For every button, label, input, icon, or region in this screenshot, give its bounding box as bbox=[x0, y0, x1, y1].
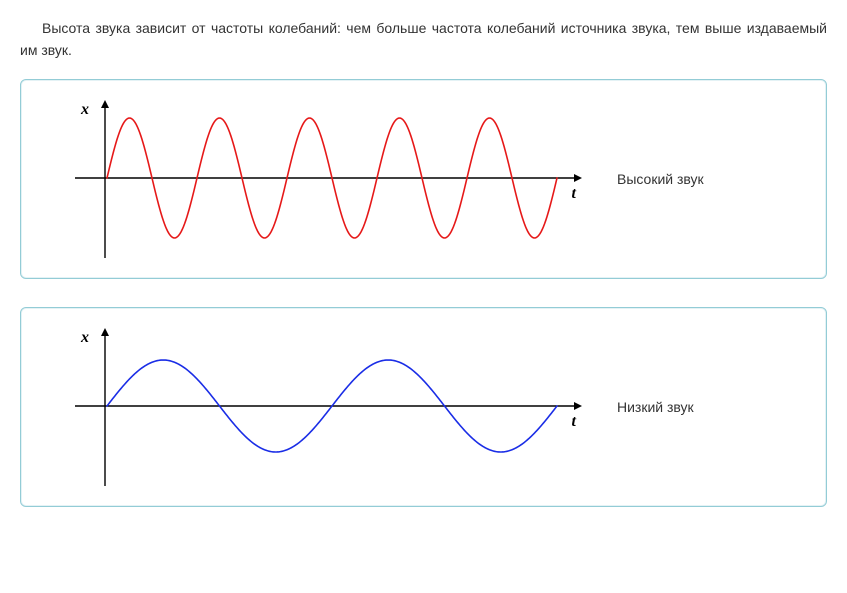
chart-svg-high: xt bbox=[27, 86, 617, 272]
chart-label-low: Низкий звук bbox=[617, 399, 694, 415]
chart-panel-low: xt Низкий звук bbox=[20, 307, 827, 507]
chart-svg-low: xt bbox=[27, 314, 617, 500]
chart-panel-high: xt Высокий звук bbox=[20, 79, 827, 279]
axis-label-x: t bbox=[572, 185, 577, 202]
intro-text: Высота звука зависит от частоты колебани… bbox=[20, 20, 827, 58]
intro-paragraph: Высота звука зависит от частоты колебани… bbox=[20, 18, 827, 61]
chart-label-high: Высокий звук bbox=[617, 171, 704, 187]
axis-label-y: x bbox=[80, 329, 89, 346]
axis-label-y: x bbox=[80, 101, 89, 118]
axis-label-x: t bbox=[572, 413, 577, 430]
